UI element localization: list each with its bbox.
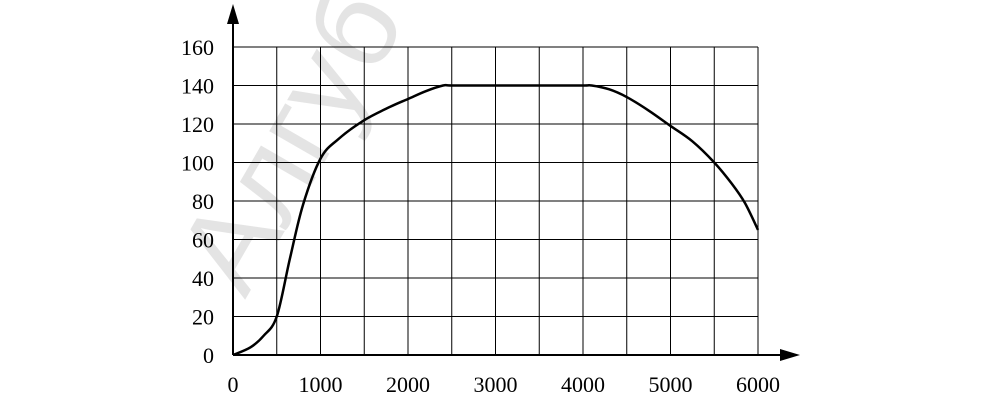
y-tick-label: 20 [192, 305, 214, 330]
x-tick-label: 0 [228, 372, 239, 397]
y-tick-label: 80 [192, 189, 214, 214]
y-axis-arrowhead [227, 4, 239, 24]
series-line [232, 83, 760, 357]
x-tick-label: 5000 [649, 372, 693, 397]
x-axis-arrowhead [780, 349, 800, 361]
y-tick-label: 160 [181, 35, 214, 60]
y-tick-label: 60 [192, 228, 214, 253]
x-tick-label: 1000 [299, 372, 343, 397]
y-tick-label: 120 [181, 112, 214, 137]
y-tick-label: 0 [203, 343, 214, 368]
grid [233, 46, 759, 355]
x-tick-label: 6000 [736, 372, 780, 397]
x-tick-labels: 0 1000 2000 3000 4000 5000 6000 [228, 372, 781, 397]
y-tick-label: 140 [181, 74, 214, 99]
axes [227, 4, 800, 361]
x-tick-label: 2000 [386, 372, 430, 397]
x-tick-label: 3000 [474, 372, 518, 397]
y-tick-labels: 0 20 40 60 80 100 120 140 160 [181, 35, 214, 368]
y-tick-label: 40 [192, 266, 214, 291]
x-tick-label: 4000 [561, 372, 605, 397]
y-tick-label: 100 [181, 151, 214, 176]
